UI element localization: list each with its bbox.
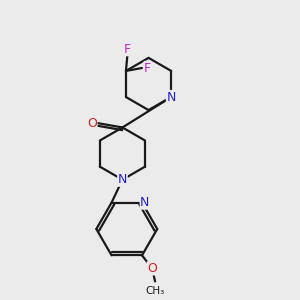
Text: O: O [147, 262, 157, 275]
Text: N: N [140, 196, 150, 209]
Text: N: N [167, 91, 176, 103]
Text: N: N [118, 173, 127, 186]
Text: F: F [124, 43, 131, 56]
Text: CH₃: CH₃ [146, 286, 165, 296]
Text: F: F [144, 61, 151, 74]
Text: O: O [87, 117, 97, 130]
